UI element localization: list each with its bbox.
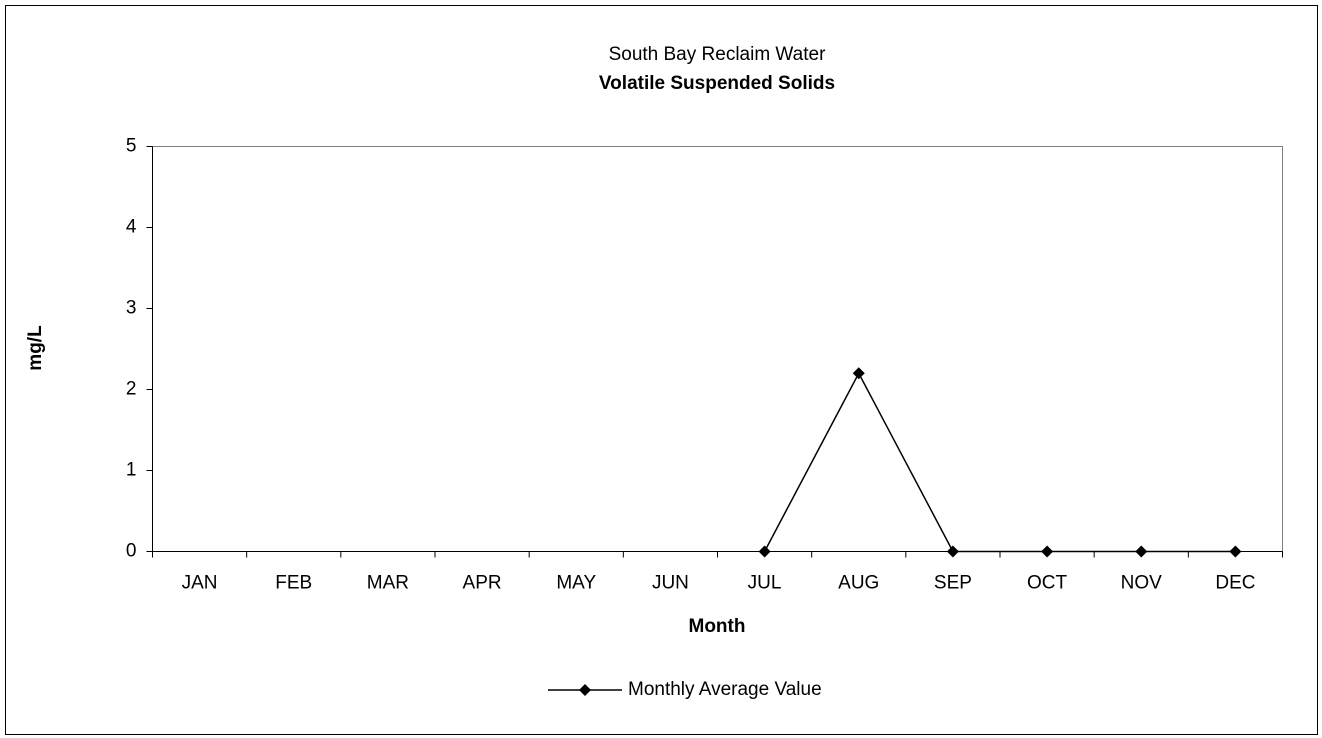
x-tick-label: SEP bbox=[934, 573, 972, 594]
x-tick-label: APR bbox=[463, 573, 502, 594]
y-tick-label: 1 bbox=[126, 460, 137, 481]
y-tick-label: 4 bbox=[126, 217, 137, 238]
y-tick-label: 5 bbox=[126, 136, 137, 157]
marker bbox=[946, 545, 959, 558]
marker bbox=[1135, 545, 1148, 558]
marker bbox=[758, 545, 771, 558]
x-tick-label: MAR bbox=[367, 573, 409, 594]
y-tick-label: 3 bbox=[126, 298, 137, 319]
x-tick-label: JUL bbox=[748, 573, 782, 594]
y-axis-label: mg/L bbox=[25, 325, 46, 371]
chart-title: South Bay Reclaim Water bbox=[609, 44, 826, 65]
legend-marker bbox=[579, 684, 591, 696]
x-tick-label: FEB bbox=[275, 573, 312, 594]
x-tick-label: MAY bbox=[556, 573, 596, 594]
marker bbox=[1229, 545, 1242, 558]
y-tick-label: 2 bbox=[126, 379, 137, 400]
marker bbox=[852, 367, 865, 380]
chart-subtitle: Volatile Suspended Solids bbox=[599, 73, 835, 94]
x-tick-label: JUN bbox=[652, 573, 689, 594]
x-tick-label: NOV bbox=[1121, 573, 1163, 594]
series-line bbox=[763, 371, 1236, 553]
x-axis-label: Month bbox=[689, 616, 746, 637]
x-tick-label: DEC bbox=[1215, 573, 1255, 594]
legend-label: Monthly Average Value bbox=[628, 679, 822, 700]
y-tick-label: 0 bbox=[126, 541, 137, 562]
x-tick-label: OCT bbox=[1027, 573, 1068, 594]
x-tick-label: AUG bbox=[838, 573, 879, 594]
x-tick-label: JAN bbox=[182, 573, 218, 594]
marker bbox=[1041, 545, 1054, 558]
chart-border bbox=[5, 5, 1318, 735]
